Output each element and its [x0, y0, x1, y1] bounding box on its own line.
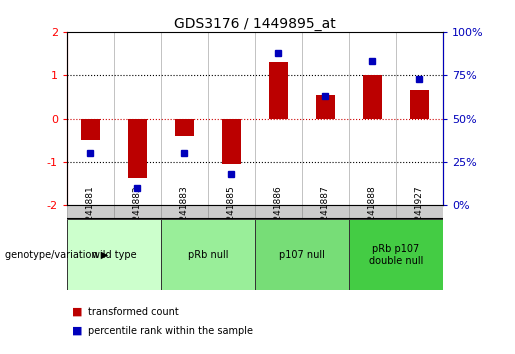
Text: wild type: wild type: [92, 250, 136, 260]
Bar: [396, 205, 443, 219]
Title: GDS3176 / 1449895_at: GDS3176 / 1449895_at: [174, 17, 336, 31]
Bar: [67, 205, 114, 219]
Text: transformed count: transformed count: [88, 307, 178, 316]
Text: ■: ■: [72, 307, 82, 316]
Bar: [255, 205, 302, 219]
Bar: [128, 119, 147, 178]
Bar: [363, 75, 382, 119]
Text: p107 null: p107 null: [279, 250, 325, 260]
Bar: [255, 219, 349, 290]
Bar: [161, 219, 255, 290]
Bar: [175, 119, 194, 136]
Text: percentile rank within the sample: percentile rank within the sample: [88, 326, 252, 336]
Bar: [114, 205, 161, 219]
Bar: [349, 205, 396, 219]
Bar: [161, 205, 208, 219]
Bar: [222, 119, 241, 164]
Bar: [410, 90, 429, 119]
Text: pRb p107
double null: pRb p107 double null: [369, 244, 423, 266]
Bar: [67, 219, 161, 290]
Text: GSM241882: GSM241882: [133, 185, 142, 240]
Text: GSM241887: GSM241887: [321, 185, 330, 240]
Text: GSM241886: GSM241886: [274, 185, 283, 240]
Text: GSM241888: GSM241888: [368, 185, 377, 240]
Text: GSM241885: GSM241885: [227, 185, 236, 240]
Bar: [302, 205, 349, 219]
Bar: [81, 119, 100, 140]
Text: GSM241883: GSM241883: [180, 185, 189, 240]
Bar: [316, 95, 335, 119]
Text: ■: ■: [72, 326, 82, 336]
Text: GSM241927: GSM241927: [415, 185, 424, 240]
Text: GSM241881: GSM241881: [86, 185, 95, 240]
Bar: [349, 219, 443, 290]
Bar: [208, 205, 255, 219]
Text: genotype/variation ▶: genotype/variation ▶: [5, 250, 108, 260]
Text: pRb null: pRb null: [187, 250, 228, 260]
Bar: [269, 62, 288, 119]
